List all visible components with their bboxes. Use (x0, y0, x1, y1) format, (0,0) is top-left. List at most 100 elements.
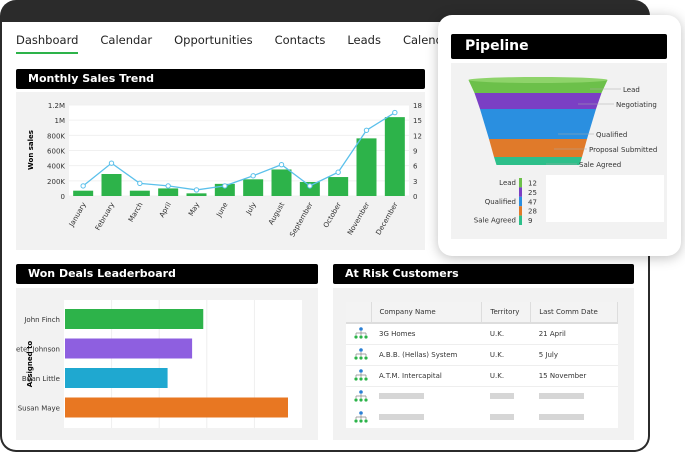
sales-trend-header: Monthly Sales Trend (16, 69, 425, 89)
x-tick: July (244, 201, 258, 217)
x-tick: May (187, 201, 201, 218)
category-label: Peter Johnson (16, 346, 60, 354)
at-risk-table: Company Name Territory Last Comm Date 3G Ho… (346, 302, 618, 428)
funnel-label: Proposal Submitted (589, 146, 657, 154)
x-tick: March (127, 201, 145, 223)
y-tick: 600K (47, 148, 65, 156)
bar-brian-little[interactable] (65, 368, 168, 388)
bar-january[interactable] (73, 190, 94, 196)
tab-opportunities[interactable]: Opportunities (174, 33, 253, 47)
bar-september[interactable] (299, 181, 320, 196)
table-row[interactable]: 3G Homes U.K. 21 April (346, 323, 618, 344)
bar-august[interactable] (271, 169, 292, 196)
funnel-label: Qualified (596, 131, 627, 139)
y-tick: 400K (47, 163, 65, 171)
tab-dashboard[interactable]: Dashboard (16, 33, 79, 54)
cell: 5 July (538, 350, 558, 359)
bar-march[interactable] (129, 190, 150, 196)
bar-april[interactable] (158, 188, 179, 196)
placeholder-row (346, 386, 618, 407)
legend-swatch (519, 215, 522, 225)
cell: 3G Homes (379, 329, 416, 338)
column-header[interactable]: Last Comm Date (530, 302, 618, 323)
y2-tick: 15 (413, 117, 422, 125)
x-tick: September (288, 201, 314, 239)
table-row[interactable]: A.T.M. Intercapital U.K. 15 November (346, 365, 618, 386)
trend-point[interactable] (165, 183, 171, 189)
y-tick: 1M (55, 117, 66, 125)
x-tick: June (215, 201, 230, 219)
bar-peter-johnson[interactable] (65, 338, 193, 359)
funnel-label: Sale Agreed (579, 161, 621, 169)
stage-value: 47 (528, 198, 537, 206)
pipeline-funnel: Lead Negotiating Qualified Proposal Submitt… (468, 77, 664, 225)
funnel-stage-negotiating[interactable] (474, 93, 602, 109)
trend-line (82, 112, 396, 191)
cell: 21 April (538, 329, 566, 338)
y2-tick: 3 (413, 178, 417, 186)
bar-susan-maye[interactable] (65, 397, 288, 418)
trend-point[interactable] (193, 187, 200, 193)
trend-point[interactable] (108, 160, 115, 166)
trend-point[interactable] (250, 173, 256, 179)
funnel-stage-proposal-submitted[interactable] (489, 139, 587, 157)
y2-tick: 18 (413, 102, 422, 110)
y-tick: 200K (47, 178, 65, 186)
row-label: Lead (499, 179, 516, 187)
funnel-stage-qualified[interactable] (480, 109, 596, 139)
table-row[interactable]: A.B.B. (Hellas) System U.K. 5 July (346, 344, 618, 365)
stage-value: 9 (528, 217, 532, 225)
y2-tick: 0 (413, 193, 417, 201)
funnel-label: Lead (623, 86, 640, 94)
bar-john-finch[interactable] (65, 309, 204, 329)
bar-december[interactable] (384, 117, 405, 196)
cell: A.B.B. (Hellas) System (379, 350, 458, 359)
y2-tick: 6 (413, 163, 418, 171)
y-tick: 0 (61, 193, 65, 201)
table-header: Company Name Territory Last Comm Date (346, 302, 618, 323)
x-tick: October (322, 201, 343, 229)
trend-point[interactable] (137, 180, 143, 187)
sales-trend-panel: 0 0 200K 3 400K 6 600K 9 800K 12 1M 15 1.2M 18 Won sal… (16, 92, 425, 250)
row-label: Qualified (485, 198, 516, 206)
leaderboard-header: Won Deals Leaderboard (16, 264, 318, 284)
y-tick: 1.2M (48, 102, 65, 110)
x-tick: December (374, 201, 399, 237)
bar-july[interactable] (243, 179, 264, 196)
bar-may[interactable] (186, 193, 207, 196)
leaderboard-chart: Assigned to John Finch Peter Johnson Brian … (12, 300, 302, 428)
sales-trend-chart: 0 0 200K 3 400K 6 600K 9 800K 12 1M 15 1.2M 18 Won sal… (27, 102, 422, 239)
column-header[interactable]: Territory (481, 302, 532, 323)
funnel-label: Negotiating (616, 101, 657, 109)
trend-point[interactable] (222, 183, 228, 189)
pipeline-panel: Lead Negotiating Qualified Proposal Submitt… (451, 63, 667, 239)
hierarchy-icon (354, 410, 368, 423)
icon-column-header (346, 302, 372, 323)
placeholder-row (346, 407, 618, 428)
hierarchy-icon (354, 368, 368, 381)
bar-february[interactable] (101, 174, 122, 196)
trend-point[interactable] (80, 183, 86, 189)
tab-leads[interactable]: Leads (347, 33, 381, 47)
funnel-stage-lead[interactable] (468, 80, 608, 93)
cell: 15 November (538, 371, 587, 380)
trend-point[interactable] (307, 183, 313, 189)
hierarchy-icon (354, 389, 368, 402)
x-tick: April (158, 201, 173, 219)
category-label: John Finch (23, 316, 60, 324)
at-risk-panel: Company Name Territory Last Comm Date 3G Ho… (333, 288, 634, 440)
tab-calendar[interactable]: Calendar (100, 33, 153, 47)
column-header[interactable]: Company Name (371, 302, 483, 323)
trend-point[interactable] (392, 109, 398, 116)
funnel-top (468, 77, 608, 83)
trend-point[interactable] (278, 161, 285, 168)
y-tick: 800K (47, 132, 65, 140)
trend-point[interactable] (335, 169, 341, 175)
hierarchy-icon (354, 347, 368, 360)
legend-swatch (519, 196, 522, 207)
bar-october[interactable] (328, 177, 349, 196)
trend-point[interactable] (363, 127, 370, 133)
bar-november[interactable] (356, 138, 377, 196)
funnel-stage-sale-agreed[interactable] (494, 157, 582, 165)
tab-contacts[interactable]: Contacts (274, 33, 326, 47)
